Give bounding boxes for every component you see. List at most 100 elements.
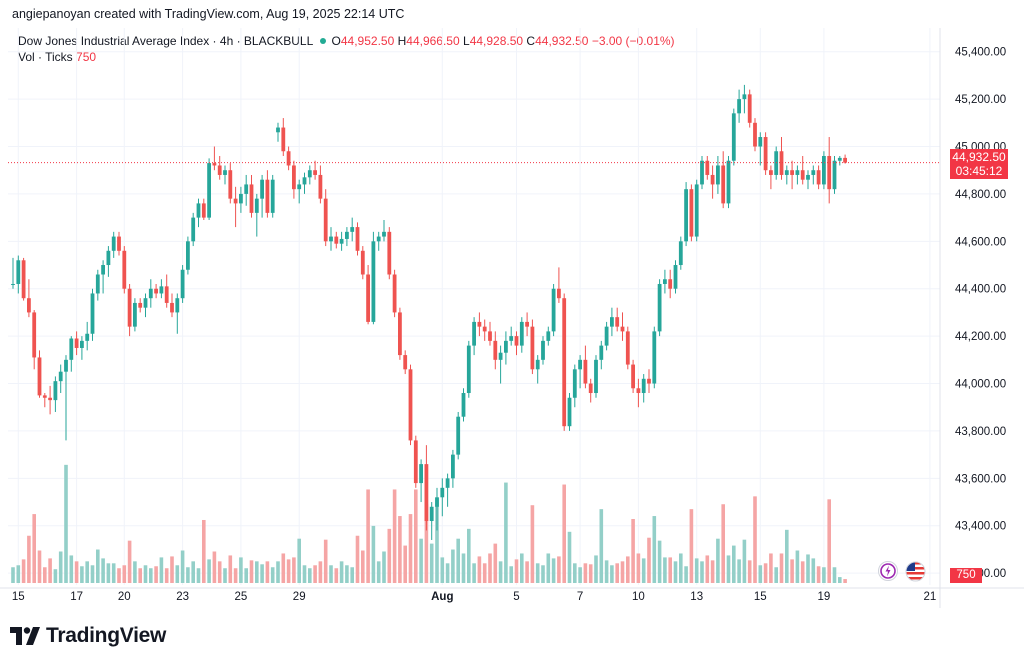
volume-bar: [106, 563, 111, 583]
candle-body: [37, 357, 42, 396]
chart-credit: angiepanoyan created with TradingView.co…: [12, 7, 405, 21]
candle-body: [85, 333, 90, 341]
flag-glyph: [905, 561, 926, 582]
candle-body: [154, 288, 158, 294]
volume-bar: [429, 543, 434, 583]
volume-bar: [313, 565, 317, 583]
candle-body: [292, 165, 296, 190]
candle-body: [694, 184, 699, 237]
candle-body: [684, 189, 688, 242]
volume-bar: [451, 549, 455, 583]
volume-bar: [180, 550, 185, 583]
volume-bar: [604, 560, 609, 583]
volume-bar: [419, 538, 423, 583]
volume-bar: [567, 531, 572, 583]
candle-body: [435, 497, 439, 507]
y-tick-label: 45,400.00: [955, 47, 1006, 59]
volume-bar: [69, 555, 74, 583]
volume-bar: [742, 539, 747, 583]
candle-body: [106, 250, 111, 266]
volume-bar: [530, 505, 535, 583]
y-tick-label: 43,800.00: [955, 426, 1006, 438]
volume-bar: [726, 555, 731, 583]
candle-body: [551, 288, 556, 332]
candle-body: [705, 160, 710, 175]
volume-bar: [641, 558, 646, 583]
candle-body: [657, 283, 662, 332]
candle-body: [244, 184, 249, 194]
volume-bar: [58, 551, 63, 583]
volume-bar: [244, 568, 248, 583]
volume-bar: [387, 528, 392, 583]
volume-bar: [392, 489, 397, 583]
candle-body: [790, 170, 794, 175]
x-tick-label: 29: [293, 591, 306, 603]
volume-bar: [345, 565, 349, 583]
candle-body: [175, 298, 180, 313]
volume-bar: [816, 566, 821, 583]
volume-bar: [133, 561, 137, 583]
volume-bar: [186, 567, 190, 583]
candle-body: [641, 378, 646, 394]
volume-bar: [270, 567, 275, 583]
volume-bar: [334, 568, 339, 583]
lightning-icon[interactable]: [878, 561, 898, 581]
candle-body: [678, 241, 683, 266]
last-volume-tag: 750: [950, 568, 982, 583]
volume-bar: [196, 568, 201, 583]
candle-body: [101, 265, 105, 275]
volume-bar: [435, 498, 439, 583]
candle-body: [806, 174, 810, 180]
candle-body: [297, 184, 302, 190]
volume-bar: [615, 563, 619, 583]
tradingview-logo: TradingView: [10, 624, 166, 648]
candle-body: [588, 383, 593, 394]
candle-body: [191, 217, 196, 242]
volume-bar: [191, 561, 195, 583]
candle-body: [451, 454, 455, 479]
volume-bar: [779, 553, 784, 583]
candle-body: [122, 250, 127, 289]
candle-body: [763, 137, 768, 171]
candle-body: [795, 170, 800, 175]
candle-body: [329, 236, 333, 242]
volume-bar: [323, 539, 328, 583]
volume-bar: [710, 560, 715, 583]
candle-body: [737, 99, 741, 114]
volume-bar: [758, 565, 763, 583]
candle-body: [663, 279, 667, 284]
candle-body: [133, 302, 137, 327]
x-tick-label: 15: [12, 591, 25, 603]
candle-body: [11, 283, 15, 285]
candle-body: [827, 155, 832, 190]
volume-bar: [763, 563, 768, 583]
volume-bar: [101, 558, 105, 583]
candle-body: [535, 359, 540, 370]
candle-body: [233, 198, 238, 204]
candle-body: [604, 326, 609, 346]
volume-bar: [785, 529, 789, 583]
volume-bar: [43, 567, 47, 583]
x-tick-label: 5: [513, 591, 519, 603]
volume-bar: [143, 565, 148, 583]
symbol-name: Dow Jones Industrial Average Index · 4h …: [18, 34, 313, 48]
volume-bar: [233, 568, 238, 583]
symbol-legend: Dow Jones Industrial Average Index · 4h …: [18, 34, 675, 48]
volume-bar: [228, 555, 233, 583]
us-flag-icon[interactable]: [905, 561, 926, 582]
volume-bar: [790, 559, 794, 583]
volume-bar: [573, 563, 577, 583]
y-tick-label: 43,400.00: [955, 521, 1006, 533]
low-value: 44,928.50: [469, 34, 524, 48]
volume-bar: [16, 565, 21, 583]
candle-body: [519, 321, 524, 346]
candle-body: [636, 388, 641, 394]
candle-body: [117, 236, 121, 251]
volume-bar: [721, 504, 725, 583]
candle-body: [90, 293, 95, 334]
candle-body: [21, 260, 26, 299]
candle-body: [440, 487, 445, 498]
volume-bar: [445, 563, 450, 583]
volume-value: 750: [76, 50, 97, 64]
